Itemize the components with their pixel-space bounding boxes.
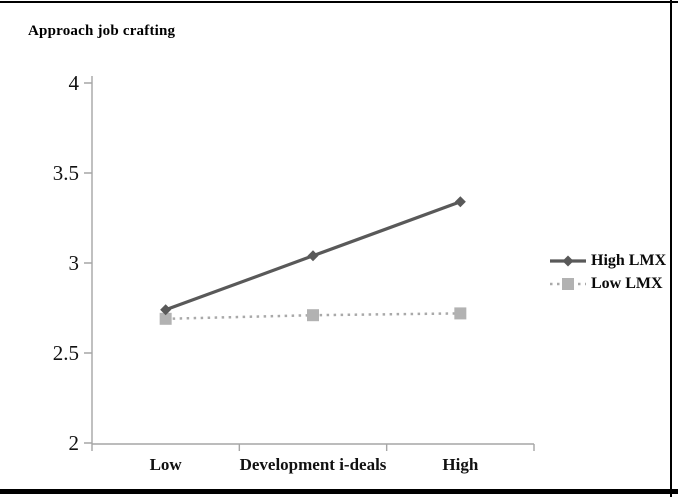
legend-item-high-lmx: High LMX: [549, 250, 666, 272]
x-category-labels: Low Development i-deals High: [150, 455, 479, 474]
chart-title: Approach job crafting: [28, 23, 176, 39]
diamond-marker: [160, 304, 172, 316]
svg-text:3: 3: [69, 251, 80, 275]
svg-text:Low: Low: [150, 455, 183, 474]
svg-text:High: High: [442, 455, 478, 474]
square-marker: [454, 307, 467, 320]
bottom-border-line: [0, 489, 678, 494]
svg-text:2: 2: [69, 431, 80, 455]
right-border-line: [670, 0, 672, 497]
svg-text:2.5: 2.5: [53, 341, 79, 365]
high-lmx-line-swatch: [550, 255, 586, 267]
square-marker: [307, 309, 319, 322]
legend: High LMX Low LMX: [549, 250, 666, 295]
low-lmx-line-swatch: [550, 278, 586, 290]
svg-text:4: 4: [69, 71, 80, 95]
svg-text:3.5: 3.5: [53, 161, 79, 185]
diamond-marker: [562, 255, 574, 267]
y-tick-labels: 4 3.5 3 2.5 2: [53, 71, 80, 455]
square-marker: [562, 278, 574, 290]
svg-text:Development i-deals: Development i-deals: [240, 455, 387, 474]
legend-item-low-lmx: Low LMX: [549, 273, 666, 295]
series-low-lmx: [159, 307, 467, 325]
diamond-marker: [307, 250, 319, 262]
legend-label-high-lmx: High LMX: [591, 252, 667, 269]
diamond-marker: [454, 196, 466, 208]
series-high-lmx: [160, 196, 466, 316]
legend-label-low-lmx: Low LMX: [591, 275, 663, 292]
top-border-line: [0, 1, 678, 3]
square-marker: [159, 312, 172, 325]
axes: [84, 76, 535, 451]
